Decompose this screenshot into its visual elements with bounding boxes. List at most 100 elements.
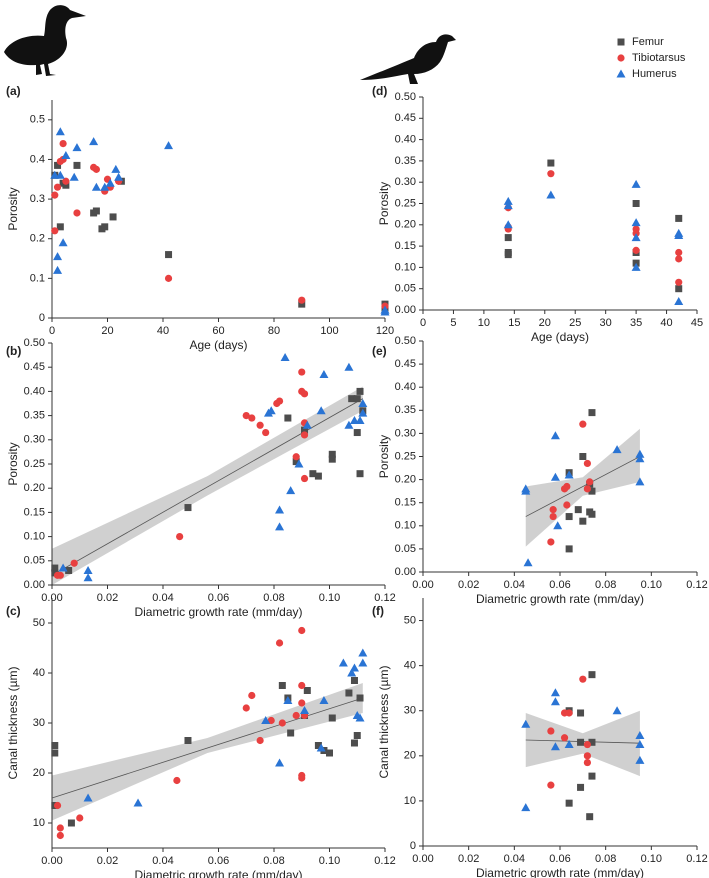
data-point <box>69 172 79 181</box>
data-point <box>521 803 531 812</box>
data-point <box>631 218 641 227</box>
y-tick-label: 0.30 <box>395 427 416 439</box>
data-point <box>298 626 306 635</box>
data-point <box>380 307 390 316</box>
x-tick-label: 0.12 <box>374 592 395 604</box>
data-point <box>674 230 684 239</box>
data-point <box>521 719 531 728</box>
data-point <box>51 749 59 757</box>
data-point <box>72 143 82 152</box>
confidence-band <box>52 683 363 821</box>
x-tick-label: 0.00 <box>41 855 62 867</box>
data-point <box>349 663 359 672</box>
data-point <box>631 179 641 188</box>
y-tick-label: 0.10 <box>395 261 416 273</box>
x-axis-title: Diametric growth rate (mm/day) <box>476 592 644 606</box>
data-point <box>588 738 596 746</box>
y-tick-label: 50 <box>33 617 45 629</box>
data-point <box>300 706 310 714</box>
data-point <box>344 420 354 429</box>
y-tick-label: 10 <box>33 817 45 829</box>
x-tick-label: 40 <box>157 325 169 337</box>
data-point <box>51 569 59 577</box>
data-point <box>550 697 560 706</box>
y-tick-label: 0.3 <box>30 193 45 205</box>
x-tick-label: 0 <box>420 317 426 329</box>
data-point <box>588 510 596 518</box>
x-tick-label: 60 <box>212 325 224 337</box>
data-point <box>242 412 250 420</box>
data-point <box>92 207 100 215</box>
x-tick-label: 0.02 <box>97 592 118 604</box>
data-point <box>579 420 587 428</box>
x-axis-title: Diametric growth rate (mm/day) <box>134 868 302 878</box>
y-axis-title: Porosity <box>6 442 20 485</box>
data-point <box>588 772 596 780</box>
data-point <box>278 719 286 727</box>
data-point <box>76 814 84 822</box>
data-point <box>248 691 256 700</box>
y-tick-label: 0.50 <box>24 337 45 349</box>
data-point <box>298 699 306 707</box>
y-tick-label: 20 <box>33 767 45 779</box>
data-point <box>184 737 192 744</box>
data-point <box>348 395 356 403</box>
data-point <box>284 414 292 422</box>
data-point <box>550 742 560 751</box>
legend-marker <box>617 38 625 46</box>
x-tick-label: 0.06 <box>208 592 229 604</box>
data-point <box>316 406 326 415</box>
data-point <box>588 487 596 495</box>
data-point <box>565 545 573 553</box>
data-point <box>547 781 555 789</box>
legend-marker <box>617 54 625 62</box>
data-point <box>631 233 641 242</box>
panel-label: (d) <box>372 84 387 98</box>
data-point <box>328 450 336 458</box>
data-point <box>358 399 368 407</box>
data-point <box>266 406 276 415</box>
data-point <box>262 428 270 437</box>
x-tick-label: 0.08 <box>595 853 616 865</box>
panel: (d) 0.00 0.05 0.10 0.15 0.20 0.25 0.30 0.35 0.40 0… <box>372 84 703 344</box>
data-point <box>292 458 300 466</box>
y-tick-label: 0.00 <box>395 566 416 578</box>
data-point <box>53 252 63 261</box>
data-point <box>300 390 309 398</box>
data-point <box>242 704 250 712</box>
data-point <box>51 742 59 749</box>
y-tick-label: 0.30 <box>24 434 45 446</box>
y-tick-label: 0.00 <box>24 579 45 591</box>
data-point <box>101 223 109 231</box>
data-point <box>347 668 357 677</box>
x-tick-label: 0.02 <box>458 853 479 865</box>
data-point <box>53 801 62 810</box>
data-point <box>58 238 68 247</box>
y-axis-title: Porosity <box>377 182 391 225</box>
data-point <box>675 278 683 286</box>
x-tick-label: 20 <box>101 325 113 337</box>
data-point <box>612 445 622 454</box>
data-point <box>248 414 256 422</box>
panel: (b) 0.00 0.05 0.10 0.15 0.20 0.25 0.30 0.35 0.40 0… <box>6 337 396 619</box>
data-point <box>579 453 587 460</box>
x-tick-label: 45 <box>691 317 703 329</box>
data-point <box>298 296 306 304</box>
data-point <box>353 732 361 739</box>
data-point <box>504 234 512 242</box>
y-tick-label: 0.2 <box>30 233 45 245</box>
panel-label: (c) <box>6 604 21 618</box>
data-point <box>583 758 592 767</box>
data-point <box>292 711 300 720</box>
data-point <box>583 485 592 493</box>
data-point <box>675 255 683 263</box>
y-tick-label: 0.05 <box>395 543 416 555</box>
data-point <box>314 472 322 480</box>
data-point <box>547 170 555 178</box>
y-tick-label: 0.45 <box>395 358 416 370</box>
data-point <box>577 738 585 746</box>
data-point <box>184 504 192 512</box>
data-point <box>100 182 110 191</box>
data-point <box>292 453 300 461</box>
